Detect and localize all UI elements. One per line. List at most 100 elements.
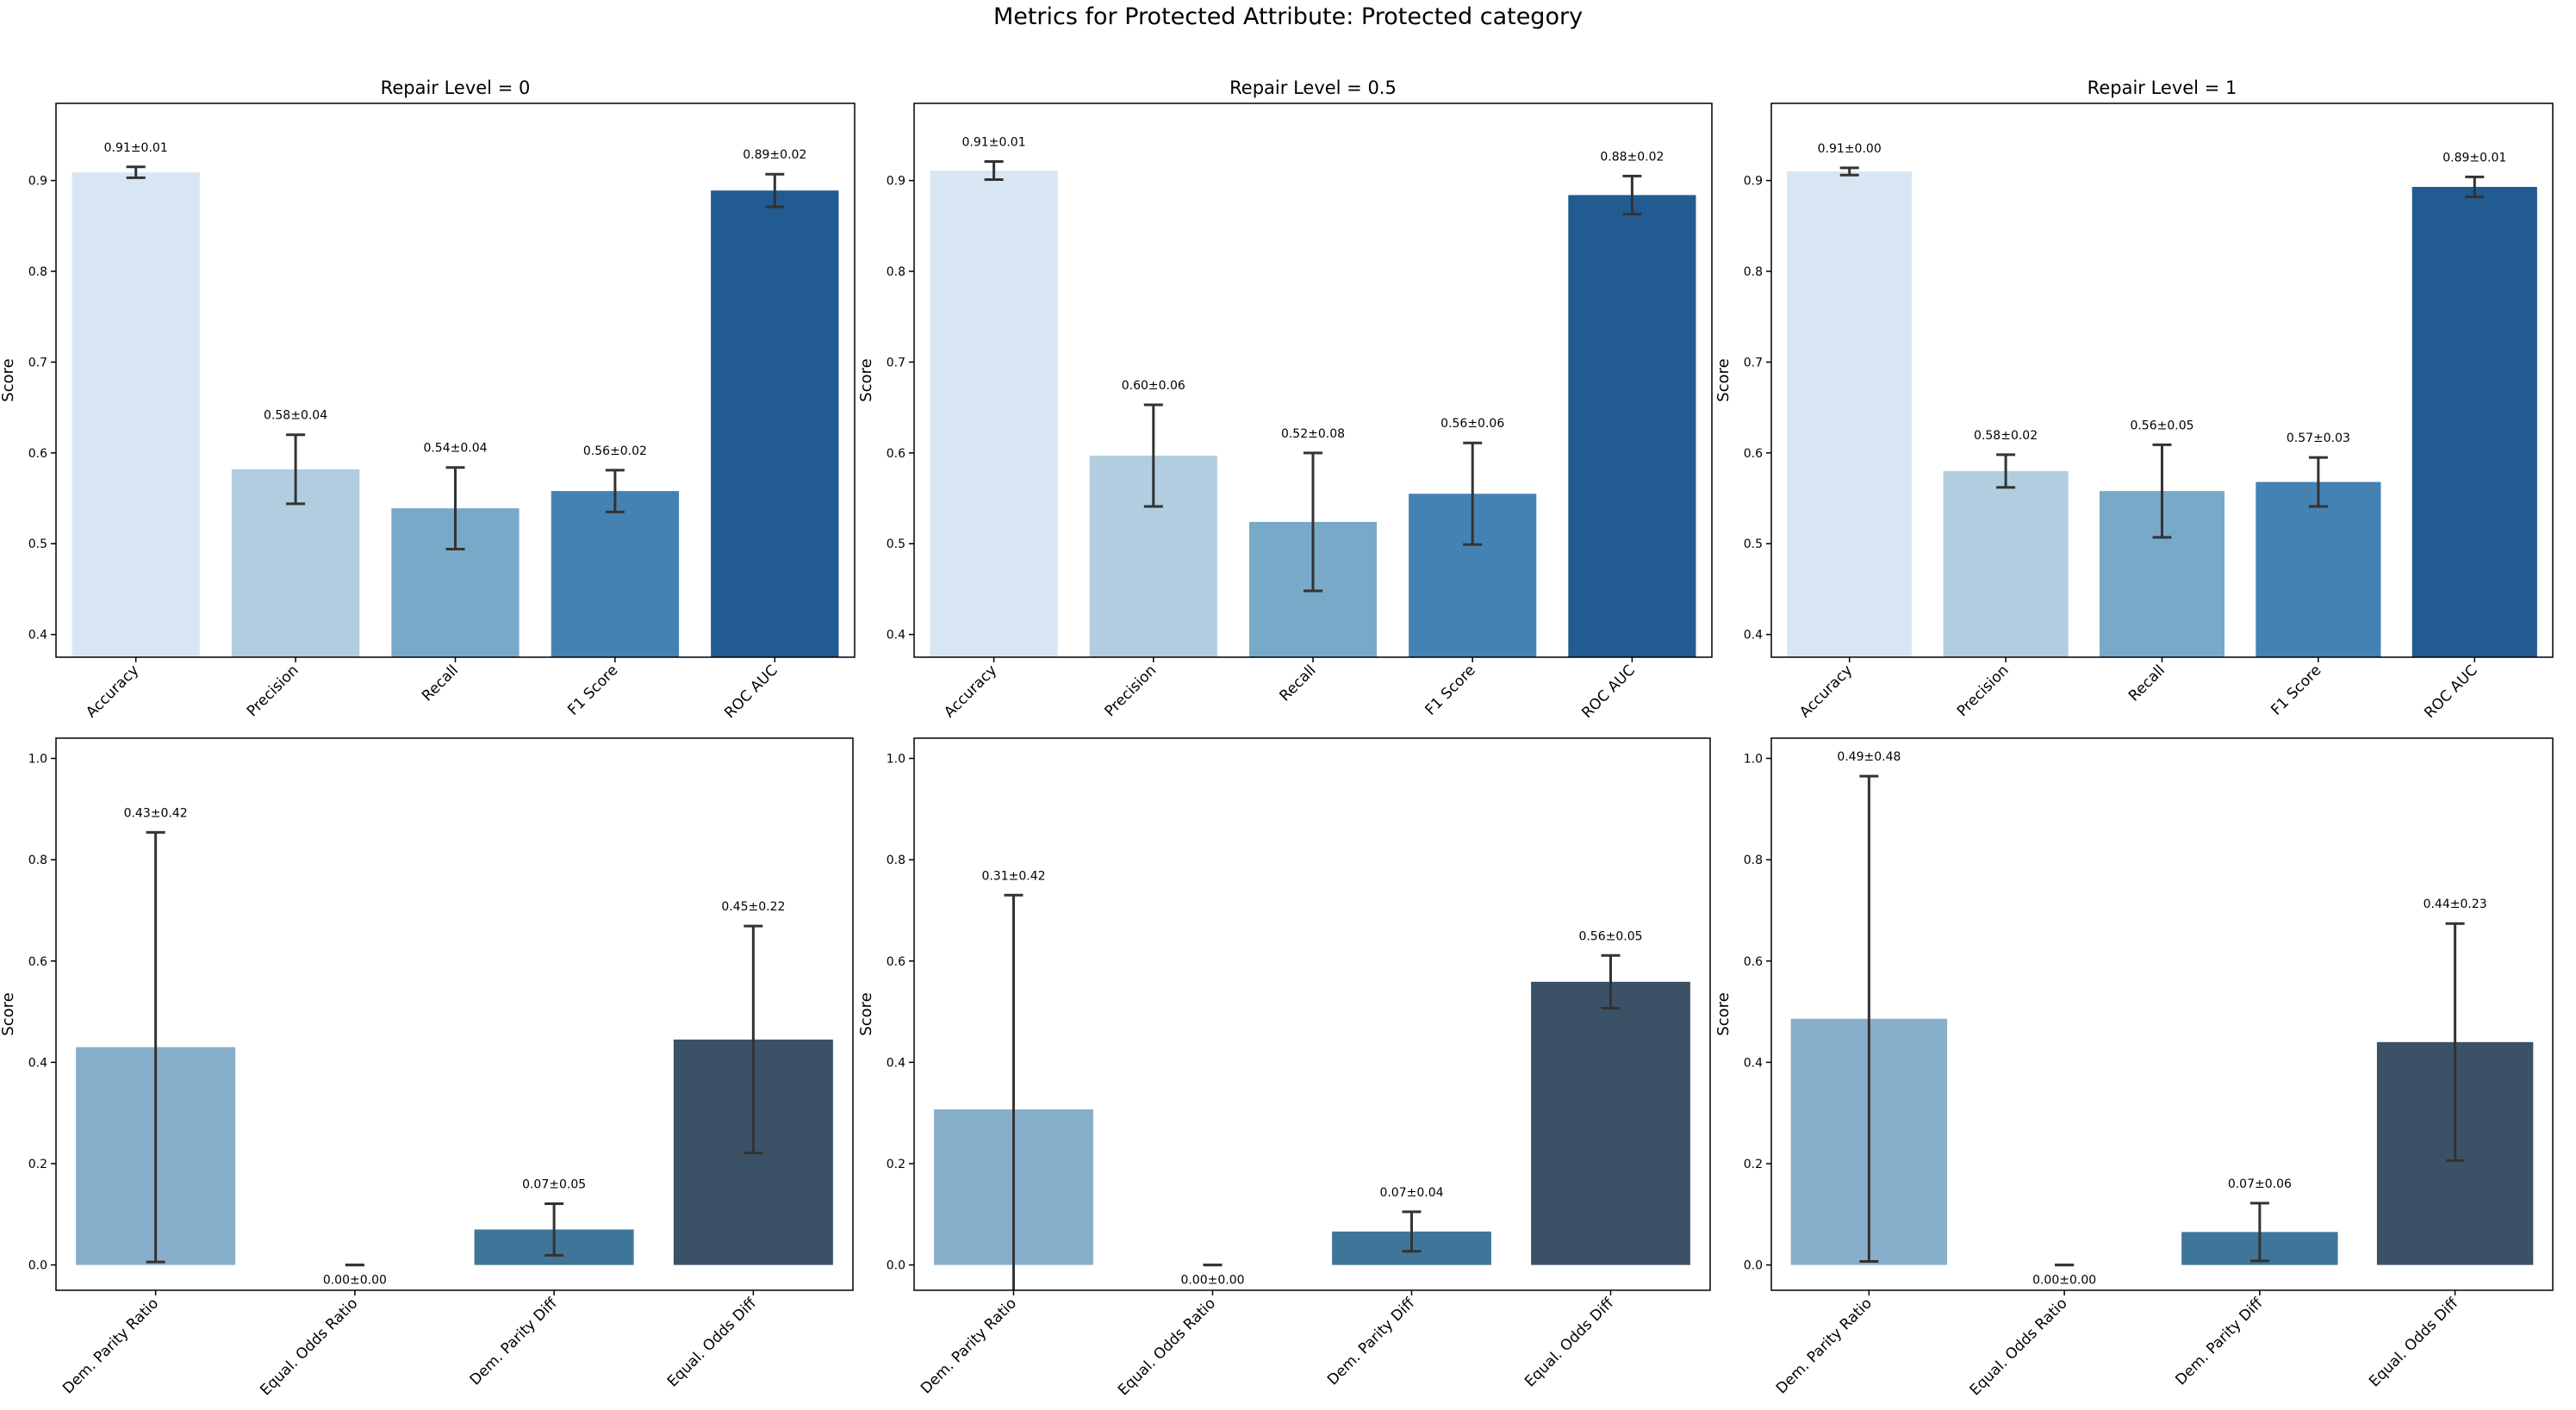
y-tick-label: 0.0 <box>28 1259 47 1273</box>
data-label: 0.07±0.04 <box>1379 1186 1443 1200</box>
bar-precision <box>1943 470 2069 657</box>
y-tick-label: 0.4 <box>28 629 47 643</box>
chart-5: 0.31±0.42 0.00±0.00 0.07±0.04 0.56±0.05 0.0 0… <box>857 737 1711 1399</box>
x-tick-label: Accuracy <box>941 662 1000 721</box>
y-tick-label: 0.6 <box>887 955 905 969</box>
x-tick-label: Equal. Odds Ratio <box>1115 1295 1219 1399</box>
axes-frame <box>1770 737 2554 1291</box>
x-tick-label: Dem. Parity Diff <box>1324 1294 1419 1388</box>
x-tick-label: Equal. Odds Diff <box>1521 1294 1618 1390</box>
x-tick-label: Recall <box>419 662 462 705</box>
y-tick-label: 1.0 <box>887 753 905 767</box>
data-label: 0.00±0.00 <box>1180 1274 1244 1288</box>
y-tick-label: 0.4 <box>887 629 905 643</box>
bar-roc-auc <box>711 190 839 658</box>
chart-title: Repair Level = 1 <box>2088 78 2237 98</box>
x-tick-label: F1 Score <box>1422 662 1479 718</box>
bar-equal-odds-diff <box>1531 981 1690 1265</box>
y-tick-label: 0.6 <box>1744 447 1763 461</box>
bar-accuracy <box>930 171 1058 657</box>
chart-2: 0.91±0.01 0.60±0.06 0.52±0.08 0.56±0.06 0.88… <box>857 78 1713 722</box>
y-tick-label: 0.8 <box>28 265 47 279</box>
y-tick-label: 1.0 <box>1744 753 1763 767</box>
x-tick-label: Precision <box>244 662 302 720</box>
y-tick-label: 0.2 <box>1744 1158 1763 1171</box>
x-tick-label: Dem. Parity Diff <box>467 1294 562 1388</box>
bar-f1-score <box>2256 481 2381 657</box>
y-axis-label: Score <box>1714 992 1733 1035</box>
y-tick-label: 0.7 <box>1744 356 1763 370</box>
x-tick-label: Precision <box>1954 662 2013 720</box>
data-label: 0.00±0.00 <box>2032 1274 2096 1288</box>
chart-4: 0.43±0.42 0.00±0.00 0.07±0.05 0.45±0.22 0.0 0… <box>0 737 854 1399</box>
y-tick-label: 0.5 <box>28 537 47 551</box>
figure-title: Metrics for Protected Attribute: Protect… <box>992 3 1584 30</box>
data-label: 0.52±0.08 <box>1281 427 1345 441</box>
y-tick-label: 0.8 <box>1744 265 1763 279</box>
y-axis-label: Score <box>1714 358 1733 401</box>
bar-roc-auc <box>1568 195 1696 657</box>
x-tick-label: Dem. Parity Ratio <box>1773 1295 1876 1397</box>
x-tick-label: Equal. Odds Ratio <box>257 1295 361 1399</box>
chart-6: 0.49±0.48 0.00±0.00 0.07±0.06 0.44±0.23 0.0 0… <box>1714 737 2554 1399</box>
y-tick-label: 0.4 <box>887 1056 905 1070</box>
y-tick-label: 0.8 <box>887 854 905 867</box>
data-label: 0.00±0.00 <box>323 1274 387 1288</box>
y-tick-label: 0.9 <box>1744 175 1763 189</box>
data-label: 0.89±0.02 <box>743 148 806 162</box>
y-axis-label: Score <box>0 358 17 401</box>
data-label: 0.49±0.48 <box>1837 750 1901 764</box>
error-bars <box>1004 893 1621 1290</box>
bar-accuracy <box>1787 171 1913 657</box>
y-tick-label: 0.6 <box>1744 955 1763 969</box>
chart-title: Repair Level = 0.5 <box>1229 78 1397 98</box>
x-tick-label: Accuracy <box>83 662 142 721</box>
data-label: 0.60±0.06 <box>1122 379 1185 393</box>
data-label: 0.89±0.01 <box>2442 151 2506 165</box>
y-axis-label: Score <box>857 358 875 401</box>
x-tick-label: ROC AUC <box>721 662 781 722</box>
data-label: 0.58±0.02 <box>1974 429 2038 443</box>
y-tick-label: 0.9 <box>28 175 47 189</box>
error-bars <box>146 830 763 1267</box>
y-tick-label: 1.0 <box>28 753 47 767</box>
data-label: 0.54±0.04 <box>423 442 487 456</box>
y-tick-label: 0.0 <box>1744 1259 1763 1273</box>
y-tick-label: 0.6 <box>887 447 905 461</box>
y-tick-label: 0.8 <box>28 854 47 867</box>
x-tick-label: Dem. Parity Ratio <box>918 1295 1020 1397</box>
axes-frame <box>913 737 1711 1291</box>
x-tick-label: Precision <box>1102 662 1160 720</box>
x-tick-label: Equal. Odds Ratio <box>1967 1295 2071 1399</box>
error-bars <box>126 165 785 551</box>
y-axis-label: Score <box>857 992 875 1035</box>
axes-frame <box>55 737 854 1291</box>
data-label: 0.44±0.23 <box>2424 898 2487 911</box>
y-tick-label: 0.2 <box>28 1158 47 1171</box>
y-tick-label: 0.2 <box>887 1158 905 1171</box>
error-bars <box>1839 166 2485 539</box>
data-label: 0.91±0.00 <box>1818 142 1882 156</box>
chart-1: 0.91±0.01 0.58±0.04 0.54±0.04 0.56±0.02 0.89… <box>0 78 856 722</box>
data-label: 0.91±0.01 <box>104 141 168 155</box>
y-tick-label: 0.5 <box>1744 537 1763 551</box>
bar-f1-score <box>551 491 680 657</box>
bar-accuracy <box>72 172 200 658</box>
x-tick-label: Equal. Odds Diff <box>2366 1294 2462 1390</box>
x-tick-label: Dem. Parity Ratio <box>59 1295 162 1397</box>
y-tick-label: 0.6 <box>28 955 47 969</box>
y-tick-label: 0.0 <box>887 1259 905 1273</box>
x-tick-label: Recall <box>1277 662 1320 705</box>
chart-title: Repair Level = 0 <box>381 78 531 98</box>
y-tick-label: 0.4 <box>1744 629 1763 643</box>
data-label: 0.43±0.42 <box>124 806 188 820</box>
data-label: 0.56±0.05 <box>2130 419 2193 432</box>
x-tick-label: F1 Score <box>2268 662 2324 718</box>
y-tick-label: 0.6 <box>28 447 47 461</box>
chart-3: 0.91±0.00 0.58±0.02 0.56±0.05 0.57±0.03 0.89… <box>1714 78 2554 722</box>
x-tick-label: Equal. Odds Diff <box>664 1294 761 1390</box>
y-tick-label: 0.4 <box>28 1056 47 1070</box>
data-label: 0.45±0.22 <box>721 900 785 914</box>
